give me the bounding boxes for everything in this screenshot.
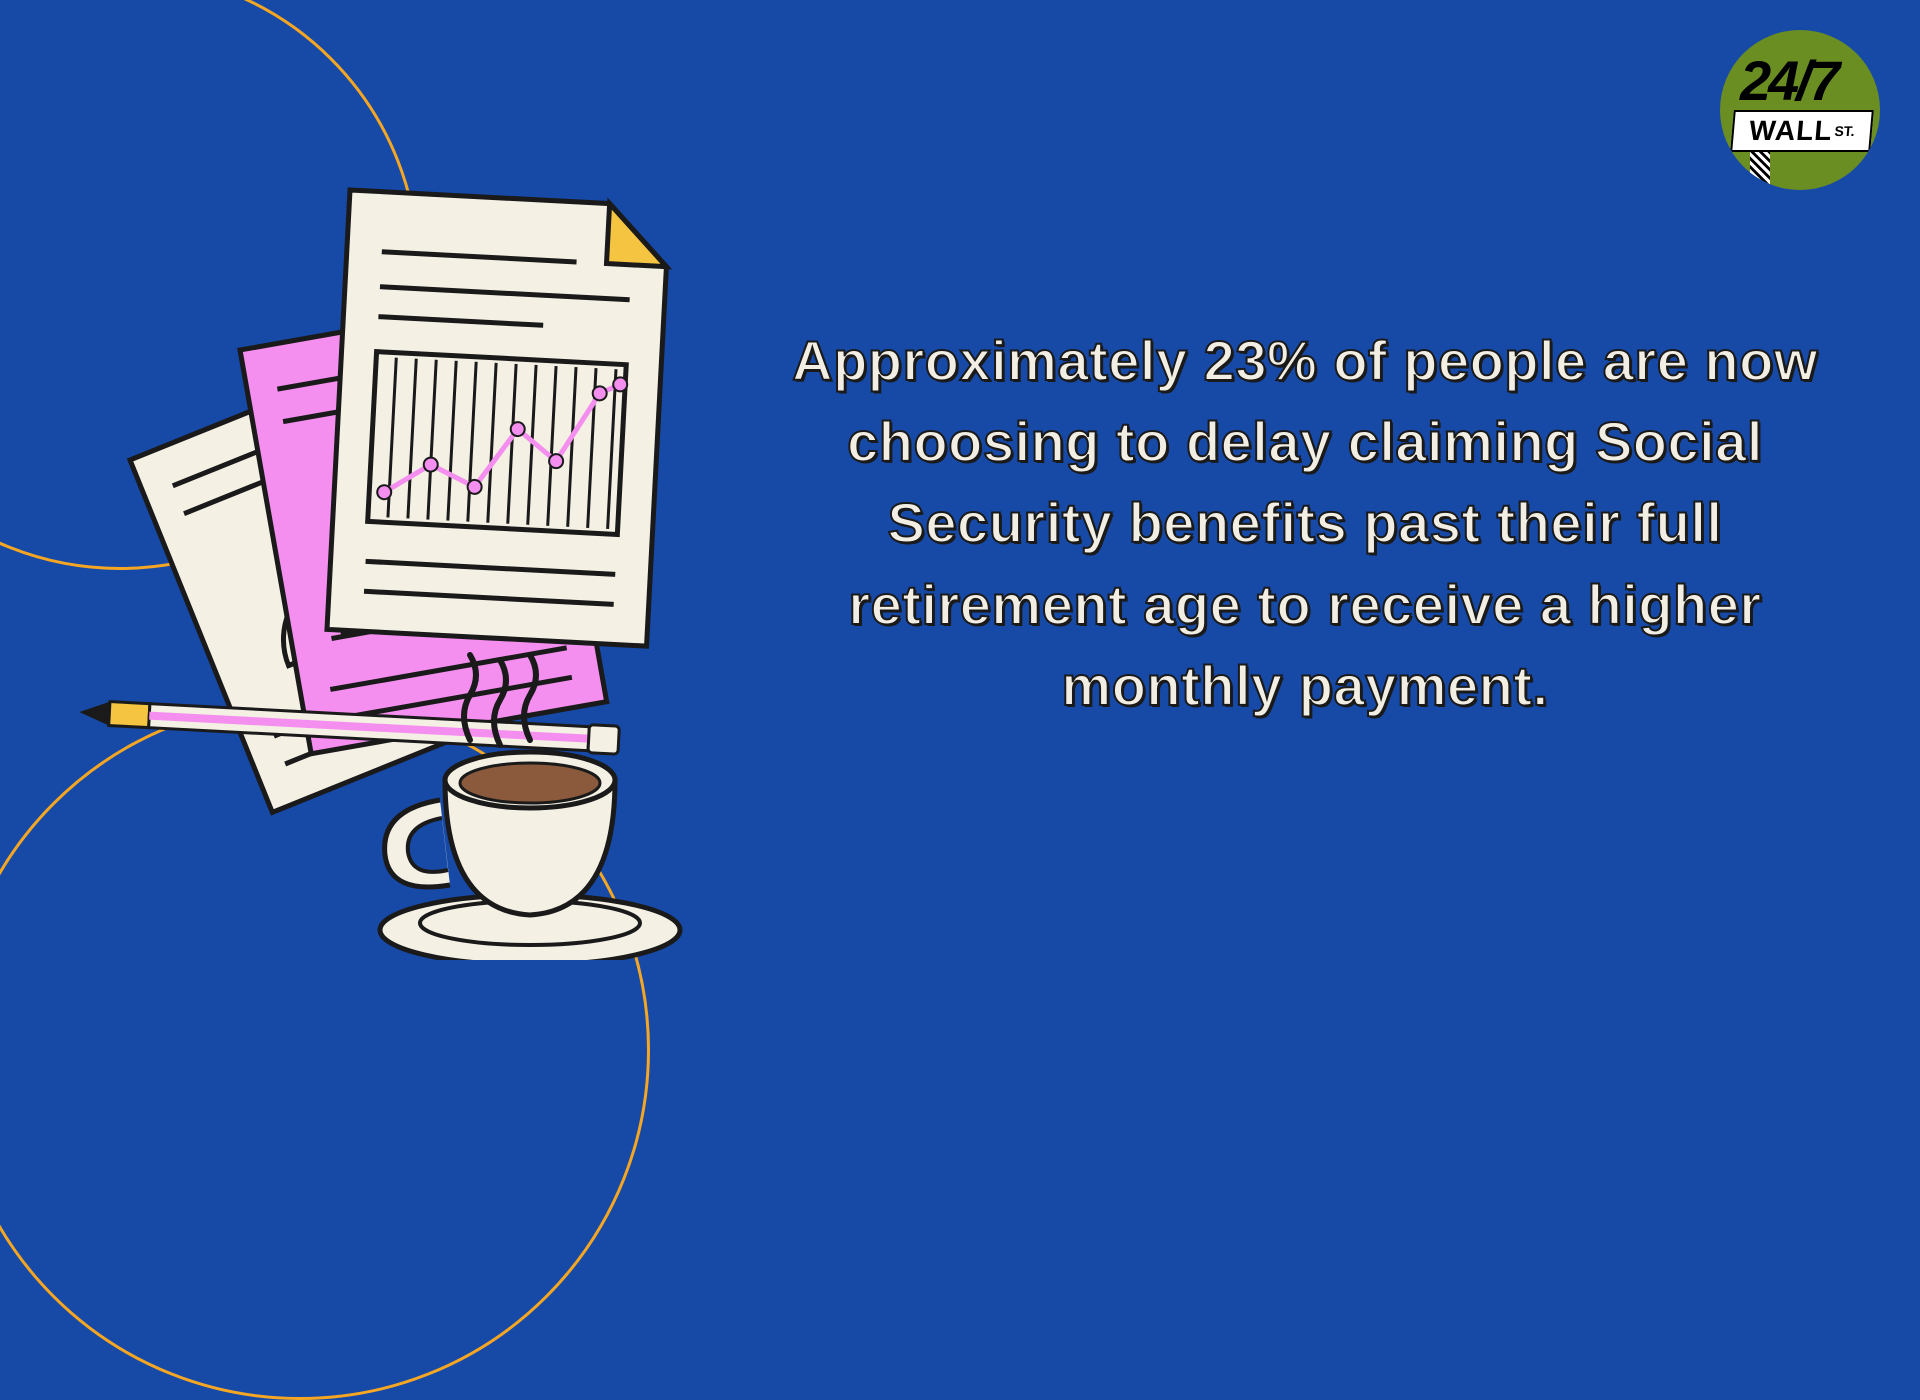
papers-coffee-illustration — [40, 180, 740, 960]
logo-wall-sign: WALLST. — [1730, 110, 1874, 152]
logo-247-text: 24/7 — [1740, 48, 1837, 113]
logo-wall-text: WALL — [1748, 115, 1834, 147]
brand-logo: 24/7 WALLST. — [1720, 30, 1880, 190]
logo-st-text: ST. — [1834, 123, 1856, 139]
headline-text: Approximately 23% of people are now choo… — [770, 320, 1840, 726]
logo-circle: 24/7 WALLST. — [1720, 30, 1880, 190]
logo-sign-pole — [1750, 150, 1770, 190]
